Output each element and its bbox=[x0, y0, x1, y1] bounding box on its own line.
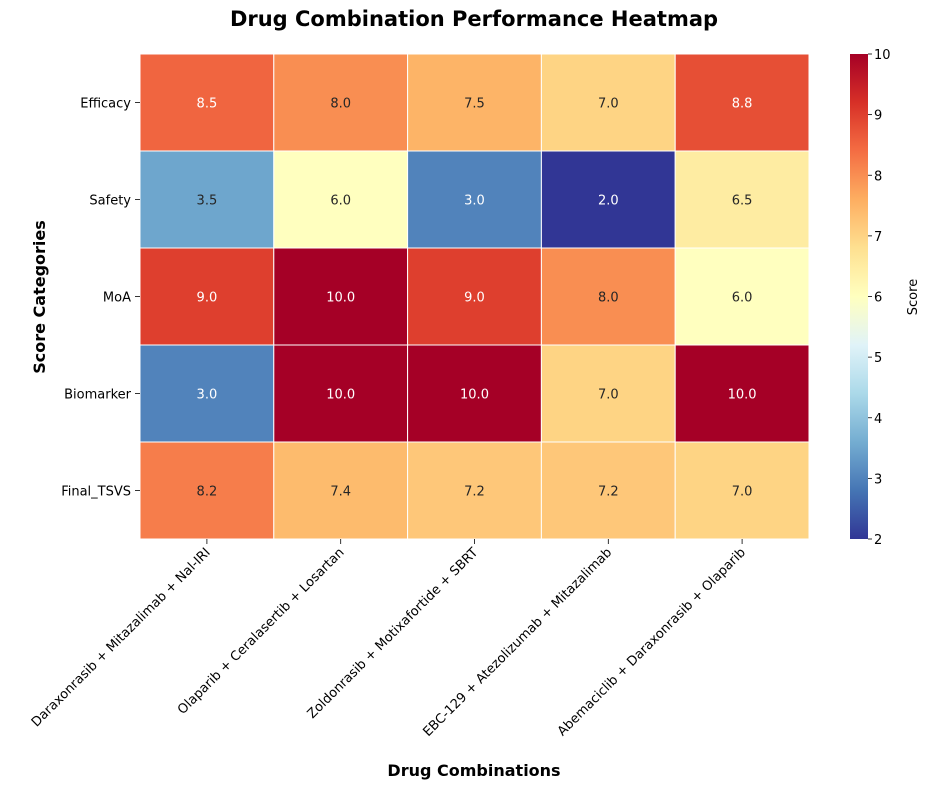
cell-value-label: 7.0 bbox=[598, 388, 619, 403]
heatmap-cell bbox=[540, 53, 676, 152]
y-tick-label: MoA bbox=[103, 291, 131, 306]
y-tick-label: Final_TSVS bbox=[61, 485, 131, 500]
cell-value-label: 7.0 bbox=[598, 97, 619, 112]
x-tick-label: Olaparib + Ceralasertib + Losartan bbox=[175, 545, 348, 718]
colorbar-tick-label: 10 bbox=[874, 48, 891, 63]
cell-value-label: 7.5 bbox=[464, 97, 485, 112]
cell-value-label: 3.5 bbox=[197, 194, 218, 209]
heatmap-cell bbox=[139, 53, 275, 152]
y-tick-labels: Efficacy Safety MoA Biomarker Final_TSVS bbox=[61, 97, 140, 500]
cell-value-label: 7.2 bbox=[464, 485, 485, 500]
heatmap-cell bbox=[407, 344, 542, 443]
heatmap-cell bbox=[674, 344, 810, 443]
x-tick-labels: Daraxonrasib + Mitazalimab + Nal-IRIOlap… bbox=[29, 539, 749, 740]
colorbar-tick-label: 4 bbox=[874, 412, 882, 427]
colorbar bbox=[850, 54, 868, 539]
cell-value-label: 3.0 bbox=[464, 194, 485, 209]
heatmap-cell bbox=[139, 441, 275, 540]
cell-value-label: 8.8 bbox=[732, 97, 753, 112]
colorbar-ticks: 2 3 4 5 6 7 8 9 10 bbox=[868, 48, 891, 548]
colorbar-tick-label: 3 bbox=[874, 472, 882, 487]
cell-value-label: 6.0 bbox=[732, 291, 753, 306]
colorbar-label: Score bbox=[906, 279, 921, 315]
chart-title: Drug Combination Performance Heatmap bbox=[230, 7, 718, 31]
cell-value-label: 6.0 bbox=[330, 194, 351, 209]
heatmap-cell bbox=[674, 53, 810, 152]
cell-value-label: 6.5 bbox=[732, 194, 753, 209]
heatmap-cell bbox=[273, 247, 409, 346]
cell-value-label: 10.0 bbox=[326, 291, 355, 306]
heatmap-cell bbox=[407, 247, 542, 346]
colorbar-tick-label: 8 bbox=[874, 169, 882, 184]
cell-value-label: 8.5 bbox=[197, 97, 218, 112]
cell-value-label: 7.4 bbox=[330, 485, 351, 500]
cell-value-label: 8.2 bbox=[197, 485, 218, 500]
heatmap-cell-labels: 8.5 8.0 7.5 7.0 8.8 3.5 6.0 3.0 2.0 6.5 9.0 10.0 9.0… bbox=[197, 97, 757, 500]
colorbar-tick-label: 6 bbox=[874, 291, 882, 306]
colorbar-tick-label: 7 bbox=[874, 230, 882, 245]
heatmap-cell bbox=[139, 150, 275, 249]
colorbar-tick-label: 5 bbox=[874, 351, 882, 366]
heatmap-cell bbox=[407, 53, 542, 152]
cell-value-label: 9.0 bbox=[464, 291, 485, 306]
heatmap-cell bbox=[674, 247, 810, 346]
heatmap-cell bbox=[273, 53, 409, 152]
colorbar-tick-label: 9 bbox=[874, 109, 882, 124]
cell-value-label: 10.0 bbox=[460, 388, 489, 403]
cell-value-label: 3.0 bbox=[197, 388, 218, 403]
heatmap-cell bbox=[540, 344, 676, 443]
heatmap-cell bbox=[540, 247, 676, 346]
heatmap-cell bbox=[674, 441, 810, 540]
heatmap-cell bbox=[674, 150, 810, 249]
cell-value-label: 9.0 bbox=[197, 291, 218, 306]
cell-value-label: 10.0 bbox=[728, 388, 757, 403]
heatmap-cell bbox=[407, 441, 542, 540]
cell-value-label: 10.0 bbox=[326, 388, 355, 403]
heatmap-cell bbox=[407, 150, 542, 249]
cell-value-label: 7.0 bbox=[732, 485, 753, 500]
y-axis-title: Score Categories bbox=[30, 220, 49, 374]
cell-value-label: 7.2 bbox=[598, 485, 619, 500]
x-axis-title: Drug Combinations bbox=[387, 761, 560, 780]
y-tick-label: Safety bbox=[89, 194, 131, 209]
heatmap-cell bbox=[273, 441, 409, 540]
y-tick-label: Biomarker bbox=[64, 388, 132, 403]
cell-value-label: 8.0 bbox=[330, 97, 351, 112]
cell-value-label: 8.0 bbox=[598, 291, 619, 306]
y-tick-label: Efficacy bbox=[80, 97, 131, 112]
heatmap-cell bbox=[273, 344, 409, 443]
heatmap-cells bbox=[139, 53, 810, 540]
cell-value-label: 2.0 bbox=[598, 194, 619, 209]
colorbar-tick-label: 2 bbox=[874, 533, 882, 548]
